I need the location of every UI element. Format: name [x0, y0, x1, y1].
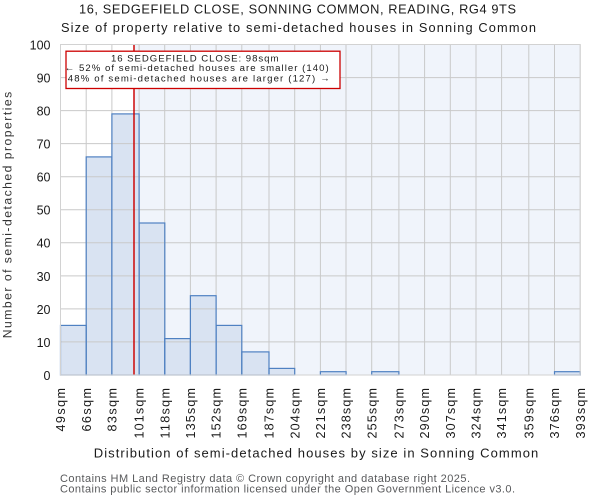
- svg-text:16 SEDGEFIELD CLOSE: 98sqm: 16 SEDGEFIELD CLOSE: 98sqm: [111, 53, 279, 64]
- svg-text:← 52% of semi-detached houses: ← 52% of semi-detached houses are smalle…: [65, 63, 329, 74]
- svg-text:324sqm: 324sqm: [470, 388, 484, 439]
- svg-text:307sqm: 307sqm: [444, 388, 458, 439]
- svg-text:152sqm: 152sqm: [210, 388, 224, 439]
- svg-text:221sqm: 221sqm: [314, 388, 328, 439]
- svg-text:Contains HM Land Registry data: Contains HM Land Registry data © Crown c…: [60, 473, 470, 485]
- svg-text:376sqm: 376sqm: [548, 388, 562, 439]
- svg-text:16, SEDGEFIELD CLOSE, SONNING: 16, SEDGEFIELD CLOSE, SONNING COMMON, RE…: [79, 2, 516, 17]
- svg-text:50: 50: [37, 204, 51, 218]
- svg-text:135sqm: 135sqm: [184, 388, 198, 439]
- svg-text:0: 0: [44, 369, 51, 383]
- svg-text:118sqm: 118sqm: [158, 388, 172, 439]
- svg-text:83sqm: 83sqm: [106, 388, 120, 432]
- svg-text:204sqm: 204sqm: [288, 388, 302, 439]
- svg-text:90: 90: [37, 72, 51, 86]
- svg-text:48% of semi-detached houses ar: 48% of semi-detached houses are larger (…: [68, 73, 330, 84]
- svg-text:100: 100: [30, 38, 51, 52]
- svg-text:30: 30: [37, 270, 51, 284]
- svg-text:187sqm: 187sqm: [263, 388, 277, 439]
- svg-text:Size of property relative to s: Size of property relative to semi-detach…: [61, 20, 536, 35]
- svg-text:Number of semi-detached proper: Number of semi-detached properties: [1, 92, 15, 339]
- svg-text:341sqm: 341sqm: [495, 388, 509, 439]
- svg-text:359sqm: 359sqm: [522, 388, 536, 439]
- svg-text:40: 40: [37, 237, 51, 251]
- svg-text:255sqm: 255sqm: [365, 388, 379, 439]
- svg-text:60: 60: [37, 171, 51, 185]
- svg-text:49sqm: 49sqm: [54, 388, 68, 432]
- svg-text:290sqm: 290sqm: [418, 388, 432, 439]
- svg-text:Distribution of semi-detached: Distribution of semi-detached houses by …: [94, 446, 539, 461]
- svg-text:Contains public sector informa: Contains public sector information licen…: [60, 484, 515, 496]
- svg-text:10: 10: [37, 336, 51, 350]
- svg-text:273sqm: 273sqm: [393, 388, 407, 439]
- svg-text:169sqm: 169sqm: [235, 388, 249, 439]
- svg-text:70: 70: [37, 138, 51, 152]
- svg-text:80: 80: [37, 105, 51, 119]
- svg-text:66sqm: 66sqm: [80, 388, 94, 432]
- svg-text:238sqm: 238sqm: [340, 388, 354, 439]
- svg-text:101sqm: 101sqm: [133, 388, 147, 439]
- svg-text:393sqm: 393sqm: [574, 388, 588, 439]
- svg-text:20: 20: [37, 303, 51, 317]
